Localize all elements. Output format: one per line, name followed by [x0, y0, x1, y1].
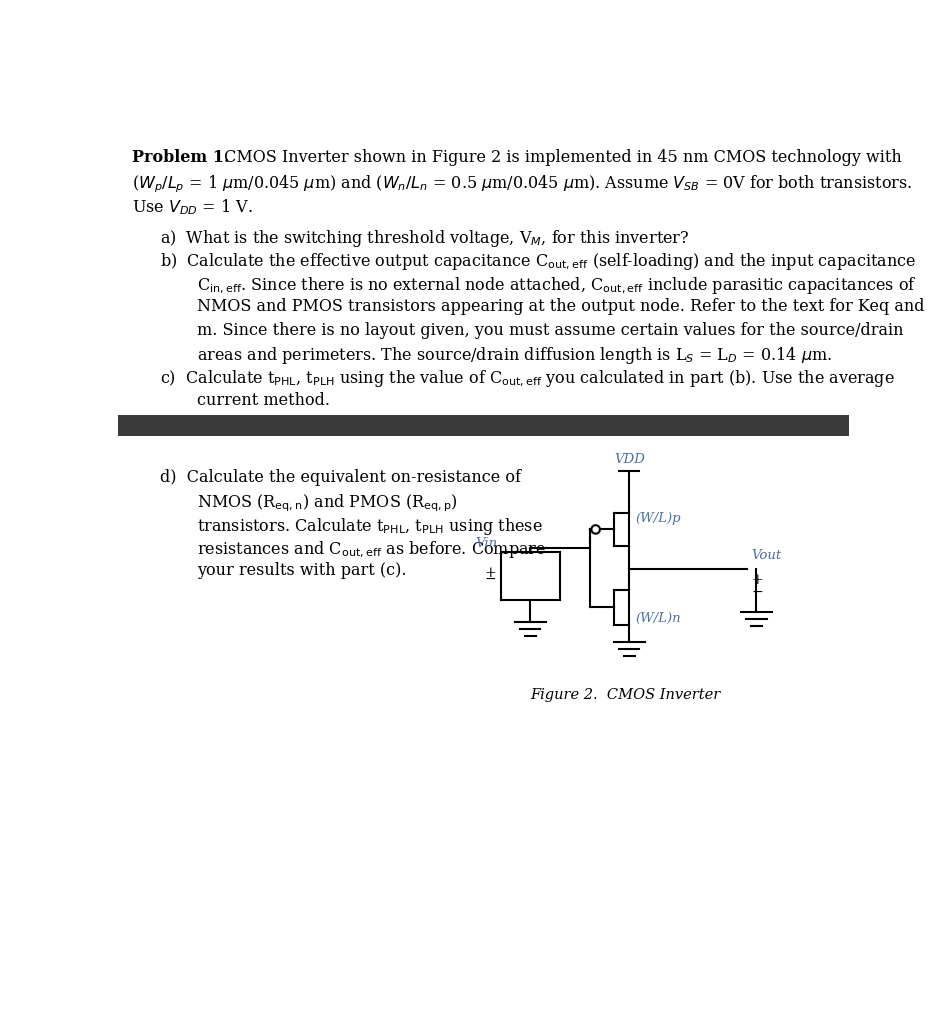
Text: ($W_p/L_p$ = 1 $\mu$m/0.045 $\mu$m) and ($W_n/L_n$ = 0.5 $\mu$m/0.045 $\mu$m). A: ($W_p/L_p$ = 1 $\mu$m/0.045 $\mu$m) and … — [132, 174, 912, 196]
Text: transistors. Calculate t$_{\rm PHL}$, t$_{\rm PLH}$ using these: transistors. Calculate t$_{\rm PHL}$, t$… — [197, 515, 543, 537]
Text: Vout: Vout — [752, 549, 782, 562]
Text: b)  Calculate the effective output capacitance C$_{\rm out,eff}$ (self-loading) : b) Calculate the effective output capaci… — [160, 252, 917, 272]
Text: m. Since there is no layout given, you must assume certain values for the source: m. Since there is no layout given, you m… — [197, 322, 903, 339]
Text: C$_{\rm in,eff}$. Since there is no external node attached, C$_{\rm out,eff}$ in: C$_{\rm in,eff}$. Since there is no exte… — [197, 275, 917, 296]
Text: resistances and C$_{\rm out,eff}$ as before. Compare: resistances and C$_{\rm out,eff}$ as bef… — [197, 539, 546, 559]
Text: (W/L)p: (W/L)p — [636, 512, 681, 525]
Text: +: + — [752, 572, 764, 587]
Bar — [118, 416, 849, 435]
Text: −: − — [485, 572, 496, 587]
Text: CMOS Inverter shown in Figure 2 is implemented in 45 nm CMOS technology with: CMOS Inverter shown in Figure 2 is imple… — [219, 150, 902, 166]
Text: current method.: current method. — [197, 391, 330, 409]
Text: a)  What is the switching threshold voltage, V$_M$, for this inverter?: a) What is the switching threshold volta… — [160, 227, 690, 249]
Text: NMOS and PMOS transistors appearing at the output node. Refer to the text for Ke: NMOS and PMOS transistors appearing at t… — [197, 298, 924, 315]
Text: your results with part (c).: your results with part (c). — [197, 562, 406, 579]
Text: (W/L)n: (W/L)n — [636, 611, 681, 625]
Text: areas and perimeters. The source/drain diffusion length is L$_S$ = L$_D$ = 0.14 : areas and perimeters. The source/drain d… — [197, 345, 832, 366]
Text: −: − — [752, 585, 764, 599]
Text: d)  Calculate the equivalent on-resistance of: d) Calculate the equivalent on-resistanc… — [160, 469, 521, 485]
Text: NMOS (R$_{\rm eq,n}$) and PMOS (R$_{\rm eq,p}$): NMOS (R$_{\rm eq,n}$) and PMOS (R$_{\rm … — [197, 493, 457, 514]
Text: Figure 2.  CMOS Inverter: Figure 2. CMOS Inverter — [530, 688, 720, 702]
Text: +: + — [485, 565, 496, 580]
Text: Use $V_{DD}$ = 1 V.: Use $V_{DD}$ = 1 V. — [132, 198, 253, 217]
Text: Vin: Vin — [475, 538, 498, 550]
Text: c)  Calculate t$_{\rm PHL}$, t$_{\rm PLH}$ using the value of C$_{\rm out,eff}$ : c) Calculate t$_{\rm PHL}$, t$_{\rm PLH}… — [160, 369, 895, 389]
Text: Problem 1.: Problem 1. — [132, 150, 229, 166]
Text: VDD: VDD — [614, 454, 645, 466]
